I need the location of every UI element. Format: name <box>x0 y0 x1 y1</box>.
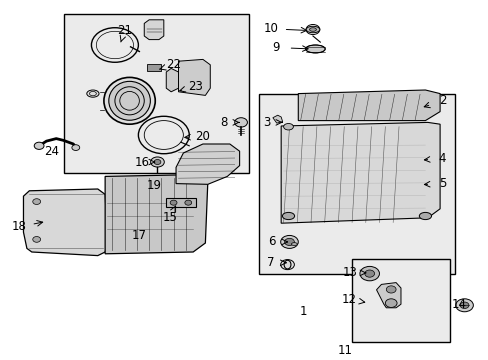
Circle shape <box>364 270 374 277</box>
Ellipse shape <box>305 26 319 33</box>
Circle shape <box>33 199 41 204</box>
Circle shape <box>184 200 191 205</box>
Circle shape <box>459 302 468 309</box>
Text: 22: 22 <box>166 58 181 71</box>
Circle shape <box>154 159 161 165</box>
Ellipse shape <box>283 123 293 130</box>
Circle shape <box>280 260 294 270</box>
Text: 1: 1 <box>299 305 306 318</box>
Polygon shape <box>376 283 400 308</box>
Text: 10: 10 <box>264 22 278 35</box>
Text: 7: 7 <box>266 256 274 269</box>
Ellipse shape <box>305 45 325 53</box>
Text: 23: 23 <box>188 80 203 93</box>
Polygon shape <box>298 90 439 121</box>
Text: 14: 14 <box>451 298 466 311</box>
Circle shape <box>150 157 164 167</box>
Ellipse shape <box>103 77 155 124</box>
Ellipse shape <box>309 28 316 31</box>
Circle shape <box>170 200 177 205</box>
Circle shape <box>33 237 41 242</box>
Text: 8: 8 <box>220 116 227 129</box>
Bar <box>166 198 195 207</box>
Polygon shape <box>105 175 207 254</box>
Text: 11: 11 <box>337 345 351 357</box>
Text: 3: 3 <box>263 116 270 129</box>
Text: 20: 20 <box>195 130 210 143</box>
Circle shape <box>284 238 294 246</box>
Text: 24: 24 <box>44 145 59 158</box>
Circle shape <box>34 142 44 149</box>
Ellipse shape <box>108 81 150 120</box>
Bar <box>351 259 449 342</box>
Ellipse shape <box>291 243 297 246</box>
Bar <box>63 14 249 173</box>
Text: 16: 16 <box>134 156 149 168</box>
Text: 21: 21 <box>117 24 132 37</box>
Circle shape <box>72 145 80 150</box>
Polygon shape <box>176 144 239 184</box>
Text: 2: 2 <box>438 94 446 107</box>
Text: 4: 4 <box>438 152 446 165</box>
Text: 6: 6 <box>267 235 275 248</box>
Circle shape <box>234 118 247 127</box>
Text: 13: 13 <box>342 266 357 279</box>
Text: 9: 9 <box>272 41 280 54</box>
Circle shape <box>455 299 472 312</box>
Circle shape <box>385 299 396 307</box>
Polygon shape <box>281 122 439 223</box>
Text: 5: 5 <box>438 177 446 190</box>
Polygon shape <box>178 59 210 95</box>
Circle shape <box>359 266 379 281</box>
Bar <box>259 94 454 274</box>
Text: 19: 19 <box>146 179 161 192</box>
Bar <box>146 64 161 71</box>
Circle shape <box>280 235 298 248</box>
Text: 18: 18 <box>12 220 27 233</box>
Ellipse shape <box>282 212 294 220</box>
Circle shape <box>386 286 395 293</box>
Polygon shape <box>144 20 163 40</box>
Polygon shape <box>272 115 282 123</box>
Text: 17: 17 <box>132 229 146 242</box>
Ellipse shape <box>418 212 431 220</box>
Polygon shape <box>23 189 107 256</box>
Text: 15: 15 <box>163 211 177 224</box>
Text: 12: 12 <box>342 293 356 306</box>
Ellipse shape <box>87 90 99 97</box>
Polygon shape <box>166 68 178 92</box>
